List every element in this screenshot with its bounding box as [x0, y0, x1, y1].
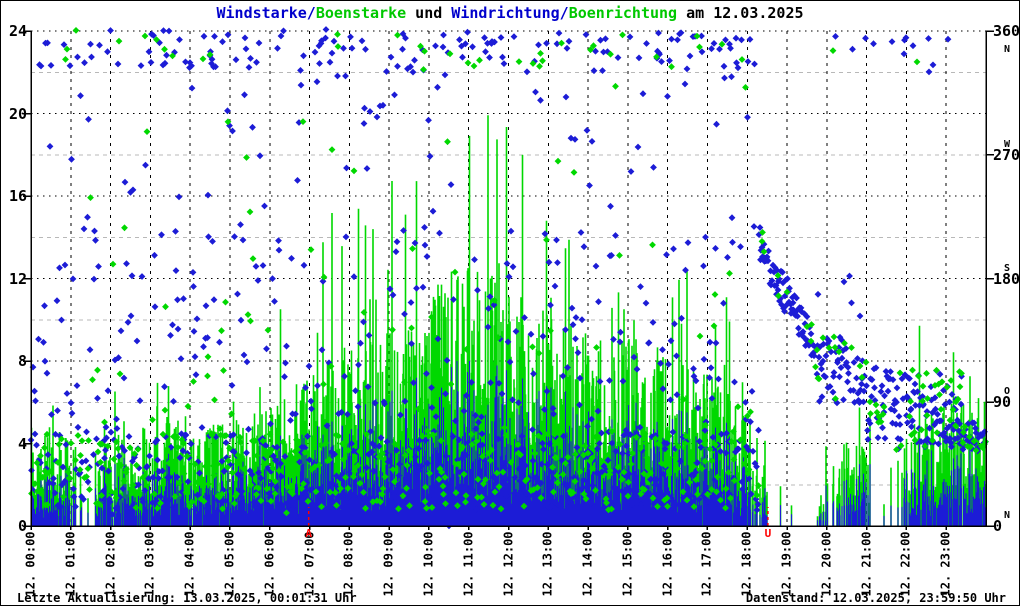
y-left-tick-label: 8 — [17, 352, 27, 370]
x-tick-label: 12. 21:00 — [859, 531, 874, 597]
compass-letter: N — [1004, 44, 1011, 55]
y-right-tick-label: 0 — [993, 517, 1003, 535]
y-right-tick-label: 180 — [993, 269, 1020, 288]
x-tick-label: 12. 22:00 — [898, 531, 913, 597]
y-left-tick-label: 4 — [17, 434, 27, 453]
x-tick-label: 12. 10:00 — [421, 531, 436, 597]
x-tick-label: 12. 20:00 — [819, 531, 834, 597]
x-tick-label: 12. 15:00 — [620, 531, 635, 597]
x-tick-label: 12. 16:00 — [660, 531, 675, 597]
data-timestamp-text: Datenstand: 12.03.2025, 23:59:50 Uhr — [745, 591, 1006, 605]
y-left-tick-label: 0 — [17, 517, 27, 535]
y-right-tick-label: 270 — [993, 145, 1020, 164]
sunset-marker-label: U — [764, 527, 772, 540]
y-left-tick-label: 24 — [8, 22, 27, 40]
x-tick-label: 12. 19:00 — [779, 531, 794, 597]
sunrise-marker-label: A — [305, 527, 313, 540]
y-left-tick-label: 12 — [8, 269, 27, 288]
x-tick-label: 12. 09:00 — [381, 531, 396, 597]
x-tick-label: 12. 02:00 — [103, 531, 118, 597]
x-tick-label: 12. 01:00 — [63, 531, 78, 597]
title-windstaerke: Windstarke/ — [216, 4, 316, 22]
x-tick-label: 12. 12:00 — [501, 531, 515, 597]
x-tick-label: 12. 14:00 — [580, 531, 595, 597]
title-boenrichtung: Boenrichtung — [568, 4, 678, 22]
compass-letter: S — [1004, 262, 1011, 274]
x-tick-label: 12. 03:00 — [142, 531, 157, 597]
title-und: und — [406, 4, 452, 22]
chart-title: Windstarke/Boenstarke und Windrichtung/B… — [1, 4, 1019, 22]
compass-letter: W — [1004, 138, 1011, 150]
x-tick-label: 12. 06:00 — [262, 531, 277, 597]
y-left-tick-label: 20 — [8, 104, 27, 123]
title-windrichtung: Windrichtung/ — [451, 4, 569, 22]
title-boenstaerke: Boenstarke — [315, 4, 407, 22]
compass-letter: O — [1004, 386, 1011, 398]
x-tick-label: 12. 13:00 — [540, 531, 555, 597]
y-left-tick-label: 16 — [8, 187, 27, 205]
x-tick-label: 12. 04:00 — [182, 531, 197, 597]
x-tick-label: 12. 11:00 — [461, 531, 476, 597]
y-right-tick-label: 360 — [993, 22, 1020, 40]
x-tick-label: 12. 00:00 — [23, 531, 38, 597]
compass-letter: N — [1004, 510, 1011, 521]
x-tick-label: 12. 05:00 — [222, 531, 237, 597]
y-right-tick-label: 90 — [993, 393, 1012, 412]
x-tick-label: 12. 08:00 — [341, 531, 356, 597]
x-tick-label: 12. 17:00 — [699, 531, 714, 597]
x-tick-label: 12. 23:00 — [938, 531, 953, 597]
last-update-text: Letzte Aktualisierung: 13.03.2025, 00:01… — [17, 591, 357, 605]
title-date: am 12.03.2025 — [677, 4, 804, 22]
x-tick-label: 12. 18:00 — [739, 531, 754, 597]
